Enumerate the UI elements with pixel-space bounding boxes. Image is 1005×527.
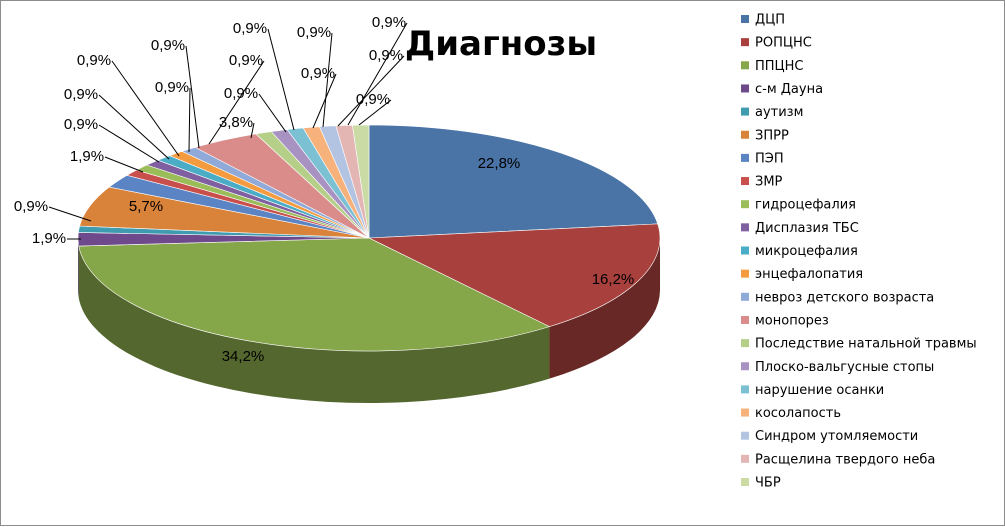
legend-swatch-16	[741, 362, 749, 371]
leader-line-14	[250, 122, 255, 139]
data-label-4: 1,9%	[32, 230, 66, 247]
legend-label-16: Плоско-вальгусные стопы	[755, 360, 934, 375]
legend-swatch-18	[741, 408, 749, 417]
slice-side-4	[78, 238, 79, 299]
data-label-10: 0,9%	[77, 52, 111, 69]
legend-swatch-1	[741, 15, 749, 23]
legend-label-19: Синдром утомляемости	[755, 429, 918, 444]
legend-swatch-6	[741, 130, 749, 139]
data-label-21: 0,9%	[356, 91, 390, 108]
data-label-1: 22,8%	[478, 155, 521, 172]
legend-label-10: Дисплазия ТБС	[755, 221, 859, 236]
leader-line-17	[312, 73, 337, 129]
legend-swatch-9	[741, 200, 749, 209]
legend-swatch-8	[741, 177, 749, 186]
data-label-17: 0,9%	[301, 65, 335, 82]
pie-slices	[77, 124, 661, 352]
leader-line-20	[347, 22, 408, 126]
leader-line-11	[188, 87, 191, 153]
leader-line-19	[337, 55, 405, 127]
pie-sides	[78, 238, 660, 404]
data-label-16: 0,9%	[233, 20, 267, 37]
slice-side-2	[549, 238, 660, 379]
legend-label-13: невроз детского возраста	[755, 290, 934, 305]
data-label-5: 0,9%	[14, 198, 48, 215]
legend-swatch-15	[741, 339, 749, 348]
data-labels: 22,8% 16,2% 34,2% 1,9% 0,9% 5,7% 1,9% 0,9% 0,9% 0…	[14, 14, 634, 365]
data-label-14: 3,8%	[219, 114, 253, 131]
legend-label-14: монопорез	[755, 313, 829, 328]
data-label-11: 0,9%	[155, 79, 189, 96]
data-label-2: 16,2%	[592, 271, 635, 288]
legend-label-6: ЗПРР	[755, 128, 789, 143]
legend-label-17: нарушение осанки	[755, 383, 884, 398]
legend-label-15: Последствие натальной травмы	[755, 337, 977, 352]
legend-swatch-14	[741, 315, 749, 324]
slice-21	[352, 124, 370, 239]
legend-swatch-4	[741, 84, 749, 93]
legend-swatch-7	[741, 153, 749, 162]
legend-swatch-20	[741, 454, 749, 463]
data-label-13: 0,9%	[229, 52, 263, 69]
legend-label-12: энцефалопатия	[755, 267, 863, 282]
legend-label-7: ПЭП	[755, 151, 784, 166]
legend-swatch-10	[741, 223, 749, 232]
legend-label-5: аутизм	[755, 105, 803, 120]
leader-lines	[48, 22, 408, 240]
leader-line-9	[98, 94, 170, 160]
chart-title: Диагнозы	[405, 24, 597, 64]
leader-line-13	[208, 60, 265, 145]
legend-label-11: микроцефалия	[755, 244, 858, 259]
leader-line-16	[267, 28, 295, 131]
legend-swatch-19	[741, 431, 749, 440]
legend-swatch-5	[741, 107, 749, 116]
slice-side-3	[78, 246, 550, 404]
leader-line-10	[111, 60, 180, 157]
data-label-6: 5,7%	[129, 198, 163, 215]
slice-2	[367, 223, 661, 327]
legend-label-9: гидроцефалия	[755, 198, 856, 213]
legend-swatch-2	[741, 38, 749, 47]
leader-line-7	[104, 156, 144, 173]
legend-label-20: Расщелина твердого неба	[755, 452, 935, 467]
legend-swatch-21	[741, 478, 749, 486]
legend-label-18: косолапость	[755, 406, 841, 421]
data-label-18: 0,9%	[297, 24, 331, 41]
leader-line-21	[358, 99, 392, 126]
legend-swatch-11	[741, 246, 749, 255]
legend-label-2: РОПЦНС	[755, 36, 812, 51]
data-label-8: 0,9%	[64, 116, 98, 133]
legend-label-21: ЧБР	[755, 476, 781, 491]
leader-line-8	[98, 124, 160, 163]
data-label-12: 0,9%	[151, 37, 185, 54]
legend-swatch-3	[741, 61, 749, 70]
data-label-3: 34,2%	[222, 348, 265, 365]
leader-line-15	[258, 93, 287, 133]
data-label-7: 1,9%	[70, 148, 104, 165]
leader-line-18	[322, 32, 333, 128]
legend-swatch-12	[741, 269, 749, 278]
legend-swatch-17	[741, 385, 749, 394]
slice-3	[78, 237, 551, 352]
data-label-19: 0,9%	[369, 47, 403, 64]
legend: ДЦП РОПЦНС ППЦНС с-м Дауна аутизм ЗПРР ПЭП ЗМР г…	[741, 13, 977, 491]
leader-line-5	[48, 206, 92, 222]
legend-label-4: с-м Дауна	[755, 82, 823, 97]
legend-label-8: ЗМР	[755, 175, 783, 190]
legend-label-3: ППЦНС	[755, 59, 804, 74]
data-label-9: 0,9%	[64, 86, 98, 103]
legend-swatch-13	[741, 292, 749, 301]
data-label-20: 0,9%	[372, 14, 406, 31]
leader-line-12	[185, 45, 200, 149]
data-label-15: 0,9%	[224, 85, 258, 102]
slice-1	[368, 124, 659, 239]
legend-label-1: ДЦП	[755, 13, 785, 28]
